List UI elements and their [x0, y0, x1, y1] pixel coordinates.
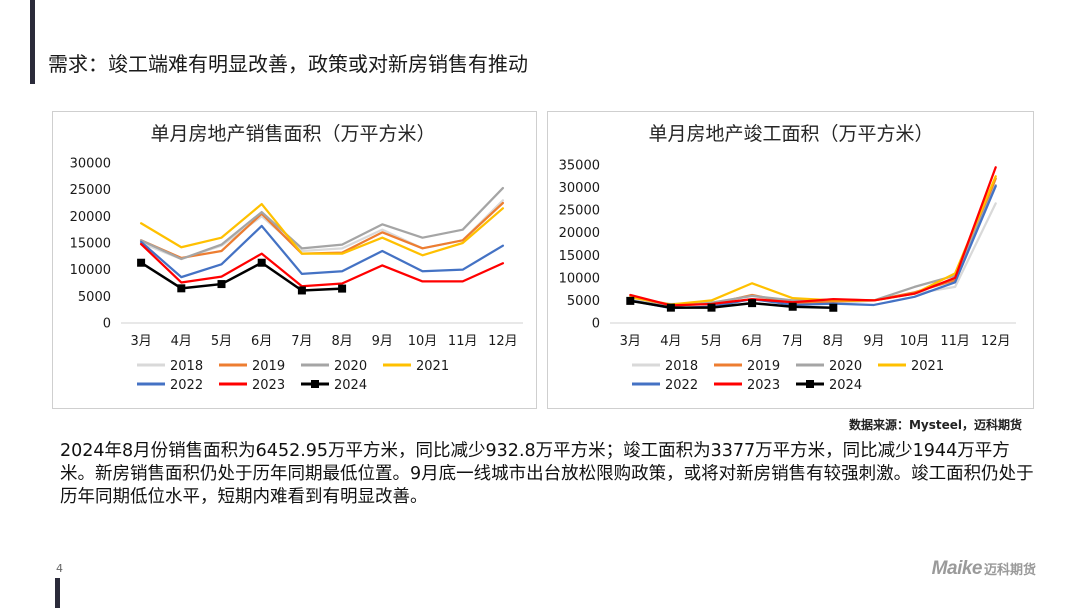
logo-cn-text: 迈科期货 — [983, 563, 1036, 578]
x-tick-label: 3月 — [130, 334, 151, 349]
sales-area-chart-svg: 单月房地产销售面积（万平方米） 0 5000 10000 15000 20000 25000… — [70, 123, 523, 393]
completion-area-chart-svg: 单月房地产竣工面积（万平方米） 0 5000 10000 15000 20000 25000… — [559, 123, 1016, 393]
x-tick-label: 9月 — [863, 334, 884, 349]
series-line-2022 — [139, 224, 505, 279]
legend-label-2021: 2021 — [911, 359, 944, 374]
legend-label-2021: 2021 — [416, 359, 449, 374]
x-tick-label: 11月 — [448, 334, 478, 349]
legend-label-2024: 2024 — [829, 378, 862, 393]
chart-title: 单月房地产销售面积（万平方米） — [150, 123, 435, 145]
legend-marker-2024 — [806, 380, 814, 388]
series-line-2021 — [139, 202, 505, 257]
legend-label-2022: 2022 — [665, 378, 698, 393]
y-tick-label: 35000 — [559, 159, 600, 174]
series-marker-2024 — [788, 302, 797, 311]
y-tick-label: 20000 — [559, 226, 600, 241]
y-tick-label: 30000 — [559, 181, 600, 196]
series-marker-2024 — [707, 303, 716, 312]
series-marker-2024 — [666, 303, 675, 312]
y-tick-label: 20000 — [70, 210, 111, 225]
y-tick-label: 30000 — [70, 157, 111, 172]
x-tick-label: 12月 — [488, 334, 518, 349]
series-marker-2024 — [748, 299, 757, 308]
x-tick-label: 8月 — [823, 334, 844, 349]
legend-label-2024: 2024 — [334, 378, 367, 393]
x-tick-label: 12月 — [981, 334, 1011, 349]
series-line-2020 — [139, 186, 505, 261]
series-marker-2024 — [626, 296, 635, 305]
series-line-2023 — [629, 166, 997, 307]
series-line-2023 — [139, 242, 505, 288]
x-tick-label: 10月 — [408, 334, 438, 349]
sales-area-chart: 单月房地产销售面积（万平方米） 0 5000 10000 15000 20000 25000… — [52, 111, 537, 409]
x-tick-label: 7月 — [782, 334, 803, 349]
accent-bar-top — [30, 0, 35, 84]
series-line-2021 — [629, 175, 997, 306]
legend-label-2022: 2022 — [170, 378, 203, 393]
y-tick-label: 5000 — [567, 294, 600, 309]
source-note: 数据来源：Mysteel，迈科期货 — [848, 418, 1022, 432]
y-tick-label: 15000 — [559, 249, 600, 264]
completion-area-chart: 单月房地产竣工面积（万平方米） 0 5000 10000 15000 20000 25000… — [547, 111, 1034, 409]
series-marker-2024 — [257, 258, 266, 267]
x-tick-label: 3月 — [620, 334, 641, 349]
legend-label-2019: 2019 — [747, 359, 780, 374]
series-marker-2024 — [829, 303, 838, 312]
series-line-2019 — [629, 177, 997, 307]
series-marker-2024 — [217, 280, 226, 289]
y-tick-label: 10000 — [70, 263, 111, 278]
y-tick-label: 5000 — [78, 290, 111, 305]
legend-label-2020: 2020 — [829, 359, 862, 374]
series-marker-2024 — [137, 258, 146, 267]
y-tick-label: 25000 — [559, 204, 600, 219]
legend-marker-2024 — [311, 380, 319, 388]
y-tick-label: 0 — [592, 317, 600, 332]
company-logo: Maike 迈科期货 — [932, 558, 1036, 580]
x-tick-label: 4月 — [660, 334, 681, 349]
x-tick-label: 9月 — [372, 334, 393, 349]
series-marker-2024 — [338, 284, 347, 293]
page-number: 4 — [56, 562, 63, 575]
legend-label-2023: 2023 — [252, 378, 285, 393]
chart-title: 单月房地产竣工面积（万平方米） — [648, 123, 933, 145]
legend-label-2019: 2019 — [252, 359, 285, 374]
series-line-2024 — [629, 299, 835, 310]
y-tick-label: 10000 — [559, 271, 600, 286]
series-line-2018 — [139, 199, 505, 261]
y-tick-label: 25000 — [70, 183, 111, 198]
x-tick-label: 6月 — [741, 334, 762, 349]
x-tick-label: 5月 — [211, 334, 232, 349]
x-tick-label: 7月 — [291, 334, 312, 349]
y-tick-label: 15000 — [70, 237, 111, 252]
legend-label-2020: 2020 — [334, 359, 367, 374]
legend-label-2018: 2018 — [665, 359, 698, 374]
x-tick-label: 8月 — [331, 334, 352, 349]
series-line-2024 — [139, 261, 344, 292]
x-tick-label: 10月 — [900, 334, 930, 349]
legend-label-2023: 2023 — [747, 378, 780, 393]
x-tick-label: 4月 — [171, 334, 192, 349]
y-tick-label: 0 — [103, 317, 111, 332]
x-tick-label: 5月 — [701, 334, 722, 349]
summary-text: 2024年8月份销售面积为6452.95万平方米，同比减少932.8万平方米；竣… — [60, 441, 1034, 507]
series-marker-2024 — [297, 286, 306, 295]
x-tick-label: 6月 — [251, 334, 272, 349]
series-marker-2024 — [177, 284, 186, 293]
accent-bar-bottom — [55, 578, 60, 608]
page-title: 需求：竣工端难有明显改善，政策或对新房销售有推动 — [48, 52, 528, 76]
x-tick-label: 11月 — [940, 334, 970, 349]
series-line-2018 — [629, 202, 997, 306]
legend-label-2018: 2018 — [170, 359, 203, 374]
logo-latin-text: Maike — [931, 558, 983, 579]
